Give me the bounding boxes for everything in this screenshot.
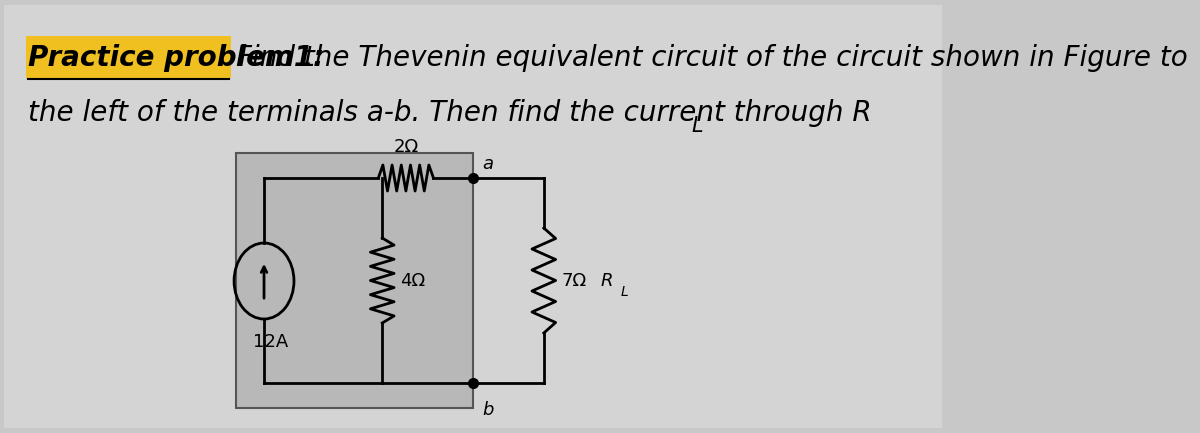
FancyBboxPatch shape	[4, 5, 942, 428]
Text: L: L	[691, 116, 703, 136]
FancyBboxPatch shape	[26, 36, 230, 78]
Text: .: .	[706, 99, 714, 127]
Text: 12A: 12A	[253, 333, 288, 351]
Text: L: L	[622, 285, 629, 300]
Text: b: b	[482, 401, 493, 419]
Text: 4Ω: 4Ω	[400, 271, 425, 290]
Text: 7Ω: 7Ω	[562, 271, 587, 290]
Text: Find the Thevenin equivalent circuit of the circuit shown in Figure to: Find the Thevenin equivalent circuit of …	[236, 44, 1188, 72]
Text: 2Ω: 2Ω	[394, 138, 419, 156]
FancyBboxPatch shape	[236, 153, 473, 408]
Text: Practice problem1:: Practice problem1:	[28, 44, 324, 72]
Text: the left of the terminals a-b. Then find the current through R: the left of the terminals a-b. Then find…	[28, 99, 871, 127]
Text: R: R	[600, 271, 613, 290]
Text: a: a	[482, 155, 493, 173]
